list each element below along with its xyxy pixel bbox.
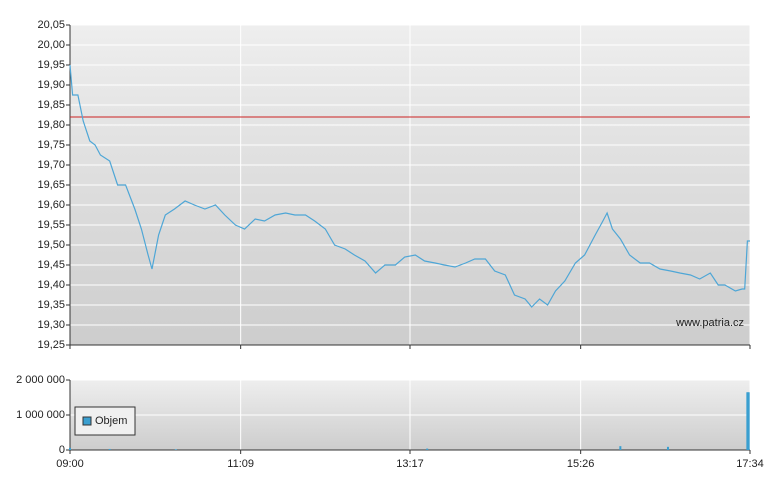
watermark: www.patria.cz: [675, 317, 744, 329]
y-tick-label: 19,55: [37, 219, 65, 231]
y-tick-label: 19,65: [37, 179, 65, 191]
price-line: [69, 64, 750, 308]
x-tick-label: 09:00: [56, 458, 84, 470]
x-tick-label: 17:34: [736, 458, 764, 470]
y-tick-label: 19,75: [37, 139, 65, 151]
y-tick-label: 19,40: [37, 279, 65, 291]
volume-bar: [174, 449, 177, 450]
y-tick-label: 20,05: [37, 19, 65, 31]
x-tick-label: 11:09: [227, 458, 254, 470]
y-tick-label: 19,25: [37, 339, 65, 351]
y-tick-label: 0: [59, 444, 65, 456]
y-tick-label: 19,30: [37, 319, 65, 331]
y-tick-label: 19,90: [37, 79, 65, 91]
y-tick-label: 19,85: [37, 99, 65, 111]
legend-label: Objem: [95, 415, 127, 427]
volume-bar: [108, 448, 111, 450]
y-tick-label: 19,80: [37, 119, 65, 131]
volume-bar: [426, 448, 429, 450]
y-tick-label: 19,70: [37, 159, 65, 171]
volume-bar: [747, 392, 750, 450]
volume-bar: [619, 446, 622, 450]
y-tick-label: 19,45: [37, 259, 65, 271]
y-tick-label: 19,60: [37, 199, 65, 211]
legend-swatch: [82, 416, 92, 426]
y-tick-label: 19,95: [37, 59, 65, 71]
x-tick-label: 15:26: [567, 458, 595, 470]
layer: 19,25 19,30 19,35 19,40 19,45 19,50 19,55 19,60…: [16, 19, 764, 470]
x-tick-label: 13:17: [396, 458, 424, 470]
y-tick-label: 2 000 000: [16, 374, 65, 386]
volume-bar: [746, 392, 749, 450]
volume-bar: [666, 446, 669, 450]
volume-bar: [69, 447, 71, 450]
y-tick-label: 20,00: [37, 39, 65, 51]
y-tick-label: 19,50: [37, 239, 65, 251]
y-tick-label: 19,35: [37, 299, 65, 311]
y-tick-label: 1 000 000: [16, 409, 65, 421]
